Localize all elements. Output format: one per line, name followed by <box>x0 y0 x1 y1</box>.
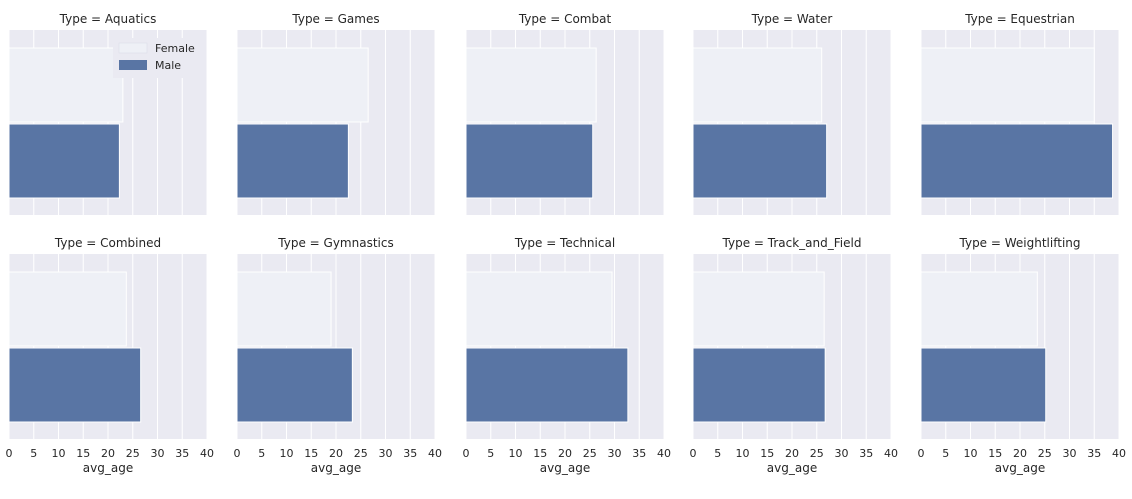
legend: Female Male <box>113 38 203 78</box>
panel-combined: Type = Combined 0 5 10 15 20 25 30 35 40 avg_age <box>6 236 215 475</box>
legend-label-female: Female <box>155 42 195 55</box>
x-tick-label: 15 <box>533 447 547 460</box>
x-axis-label: avg_age <box>540 461 590 475</box>
x-tick-label: 20 <box>101 447 115 460</box>
x-tick-label: 10 <box>964 447 978 460</box>
x-tick-label: 20 <box>1013 447 1027 460</box>
bar-weightlifting-female <box>920 271 1038 347</box>
panel-title: Type = Aquatics <box>59 12 157 26</box>
panel-track-and-field: Type = Track_and_Field 0 5 10 15 20 25 30 35 40 av… <box>690 236 899 475</box>
bar-technical-female <box>465 271 613 347</box>
x-tick-label: 25 <box>583 447 597 460</box>
x-tick-label: 40 <box>428 447 442 460</box>
bar-equestrian-male <box>920 123 1114 199</box>
panel-weightlifting: Type = Weightlifting 0 5 10 15 20 25 30 35 40 avg_… <box>918 236 1127 475</box>
x-tick-label: 5 <box>714 447 721 460</box>
x-tick-label: 30 <box>835 447 849 460</box>
bar-gymnastics-male <box>236 347 353 423</box>
x-tick-label: 10 <box>736 447 750 460</box>
bar-gymnastics-female <box>236 271 332 347</box>
panel-title: Type = Track_and_Field <box>722 236 862 250</box>
bar-combat-male <box>465 123 594 199</box>
panel-title: Type = Water <box>751 12 833 26</box>
x-tick-label: 30 <box>151 447 165 460</box>
panel-title: Type = Weightlifting <box>959 236 1081 250</box>
legend-label-male: Male <box>155 59 181 72</box>
x-tick-label: 35 <box>859 447 873 460</box>
legend-swatch-female <box>118 42 148 54</box>
bar-games-male <box>236 123 349 199</box>
bar-water-male <box>692 123 828 199</box>
x-tick-label: 25 <box>126 447 140 460</box>
x-tick-label: 15 <box>76 447 90 460</box>
panel-gymnastics: Type = Gymnastics 0 5 10 15 20 25 30 35 40 avg_age <box>234 236 443 475</box>
x-tick-label: 20 <box>558 447 572 460</box>
panel-equestrian: Type = Equestrian <box>920 12 1120 215</box>
x-tick-label: 40 <box>200 447 214 460</box>
x-tick-label: 25 <box>810 447 824 460</box>
panel-title: Type = Combat <box>518 12 612 26</box>
panel-title: Type = Equestrian <box>964 12 1075 26</box>
x-tick-label: 0 <box>690 447 697 460</box>
panel-title: Type = Technical <box>514 236 615 250</box>
panel-title: Type = Gymnastics <box>277 236 393 250</box>
panel-aquatics: Type = Aquatics Female Male <box>8 12 208 215</box>
bar-aquatics-female <box>8 47 124 123</box>
x-tick-label: 40 <box>884 447 898 460</box>
x-tick-label: 35 <box>1087 447 1101 460</box>
bar-combined-female <box>8 271 127 347</box>
x-tick-label: 5 <box>30 447 37 460</box>
x-tick-label: 35 <box>175 447 189 460</box>
x-tick-label: 30 <box>608 447 622 460</box>
x-axis-label: avg_age <box>311 461 361 475</box>
panel-title: Type = Games <box>291 12 379 26</box>
x-tick-label: 30 <box>379 447 393 460</box>
x-tick-label: 5 <box>487 447 494 460</box>
panel-water: Type = Water <box>692 12 892 215</box>
panel-title: Type = Combined <box>54 236 161 250</box>
x-tick-label: 15 <box>304 447 318 460</box>
x-tick-label: 40 <box>1112 447 1126 460</box>
x-tick-label: 35 <box>632 447 646 460</box>
x-tick-label: 35 <box>403 447 417 460</box>
x-tick-label: 5 <box>942 447 949 460</box>
bar-games-female <box>236 47 369 123</box>
x-tick-label: 5 <box>258 447 265 460</box>
x-axis-label: avg_age <box>83 461 133 475</box>
panel-games: Type = Games <box>236 12 436 215</box>
x-tick-label: 0 <box>463 447 470 460</box>
x-tick-label: 15 <box>988 447 1002 460</box>
x-tick-label: 10 <box>280 447 294 460</box>
bar-technical-male <box>465 347 629 423</box>
x-tick-label: 20 <box>785 447 799 460</box>
bar-track-and-field-male <box>692 347 826 423</box>
bar-aquatics-male <box>8 123 120 199</box>
x-tick-label: 0 <box>234 447 241 460</box>
x-axis-label: avg_age <box>767 461 817 475</box>
legend-swatch-male <box>119 60 147 70</box>
x-tick-label: 20 <box>329 447 343 460</box>
x-tick-label: 10 <box>52 447 66 460</box>
x-tick-label: 0 <box>918 447 925 460</box>
panel-technical: Type = Technical 0 5 10 15 20 25 30 35 40 avg_age <box>463 236 672 475</box>
x-tick-label: 25 <box>1038 447 1052 460</box>
x-tick-label: 30 <box>1063 447 1077 460</box>
x-tick-label: 40 <box>657 447 671 460</box>
bar-weightlifting-male <box>920 347 1047 423</box>
bar-equestrian-female <box>920 47 1095 123</box>
x-tick-label: 10 <box>509 447 523 460</box>
bar-combined-male <box>8 347 142 423</box>
panel-combat: Type = Combat <box>465 12 665 215</box>
bar-combat-female <box>465 47 597 123</box>
x-tick-label: 0 <box>6 447 13 460</box>
x-tick-label: 15 <box>760 447 774 460</box>
bar-track-and-field-female <box>692 271 825 347</box>
x-axis-label: avg_age <box>995 461 1045 475</box>
bar-water-female <box>692 47 823 123</box>
x-tick-label: 25 <box>354 447 368 460</box>
